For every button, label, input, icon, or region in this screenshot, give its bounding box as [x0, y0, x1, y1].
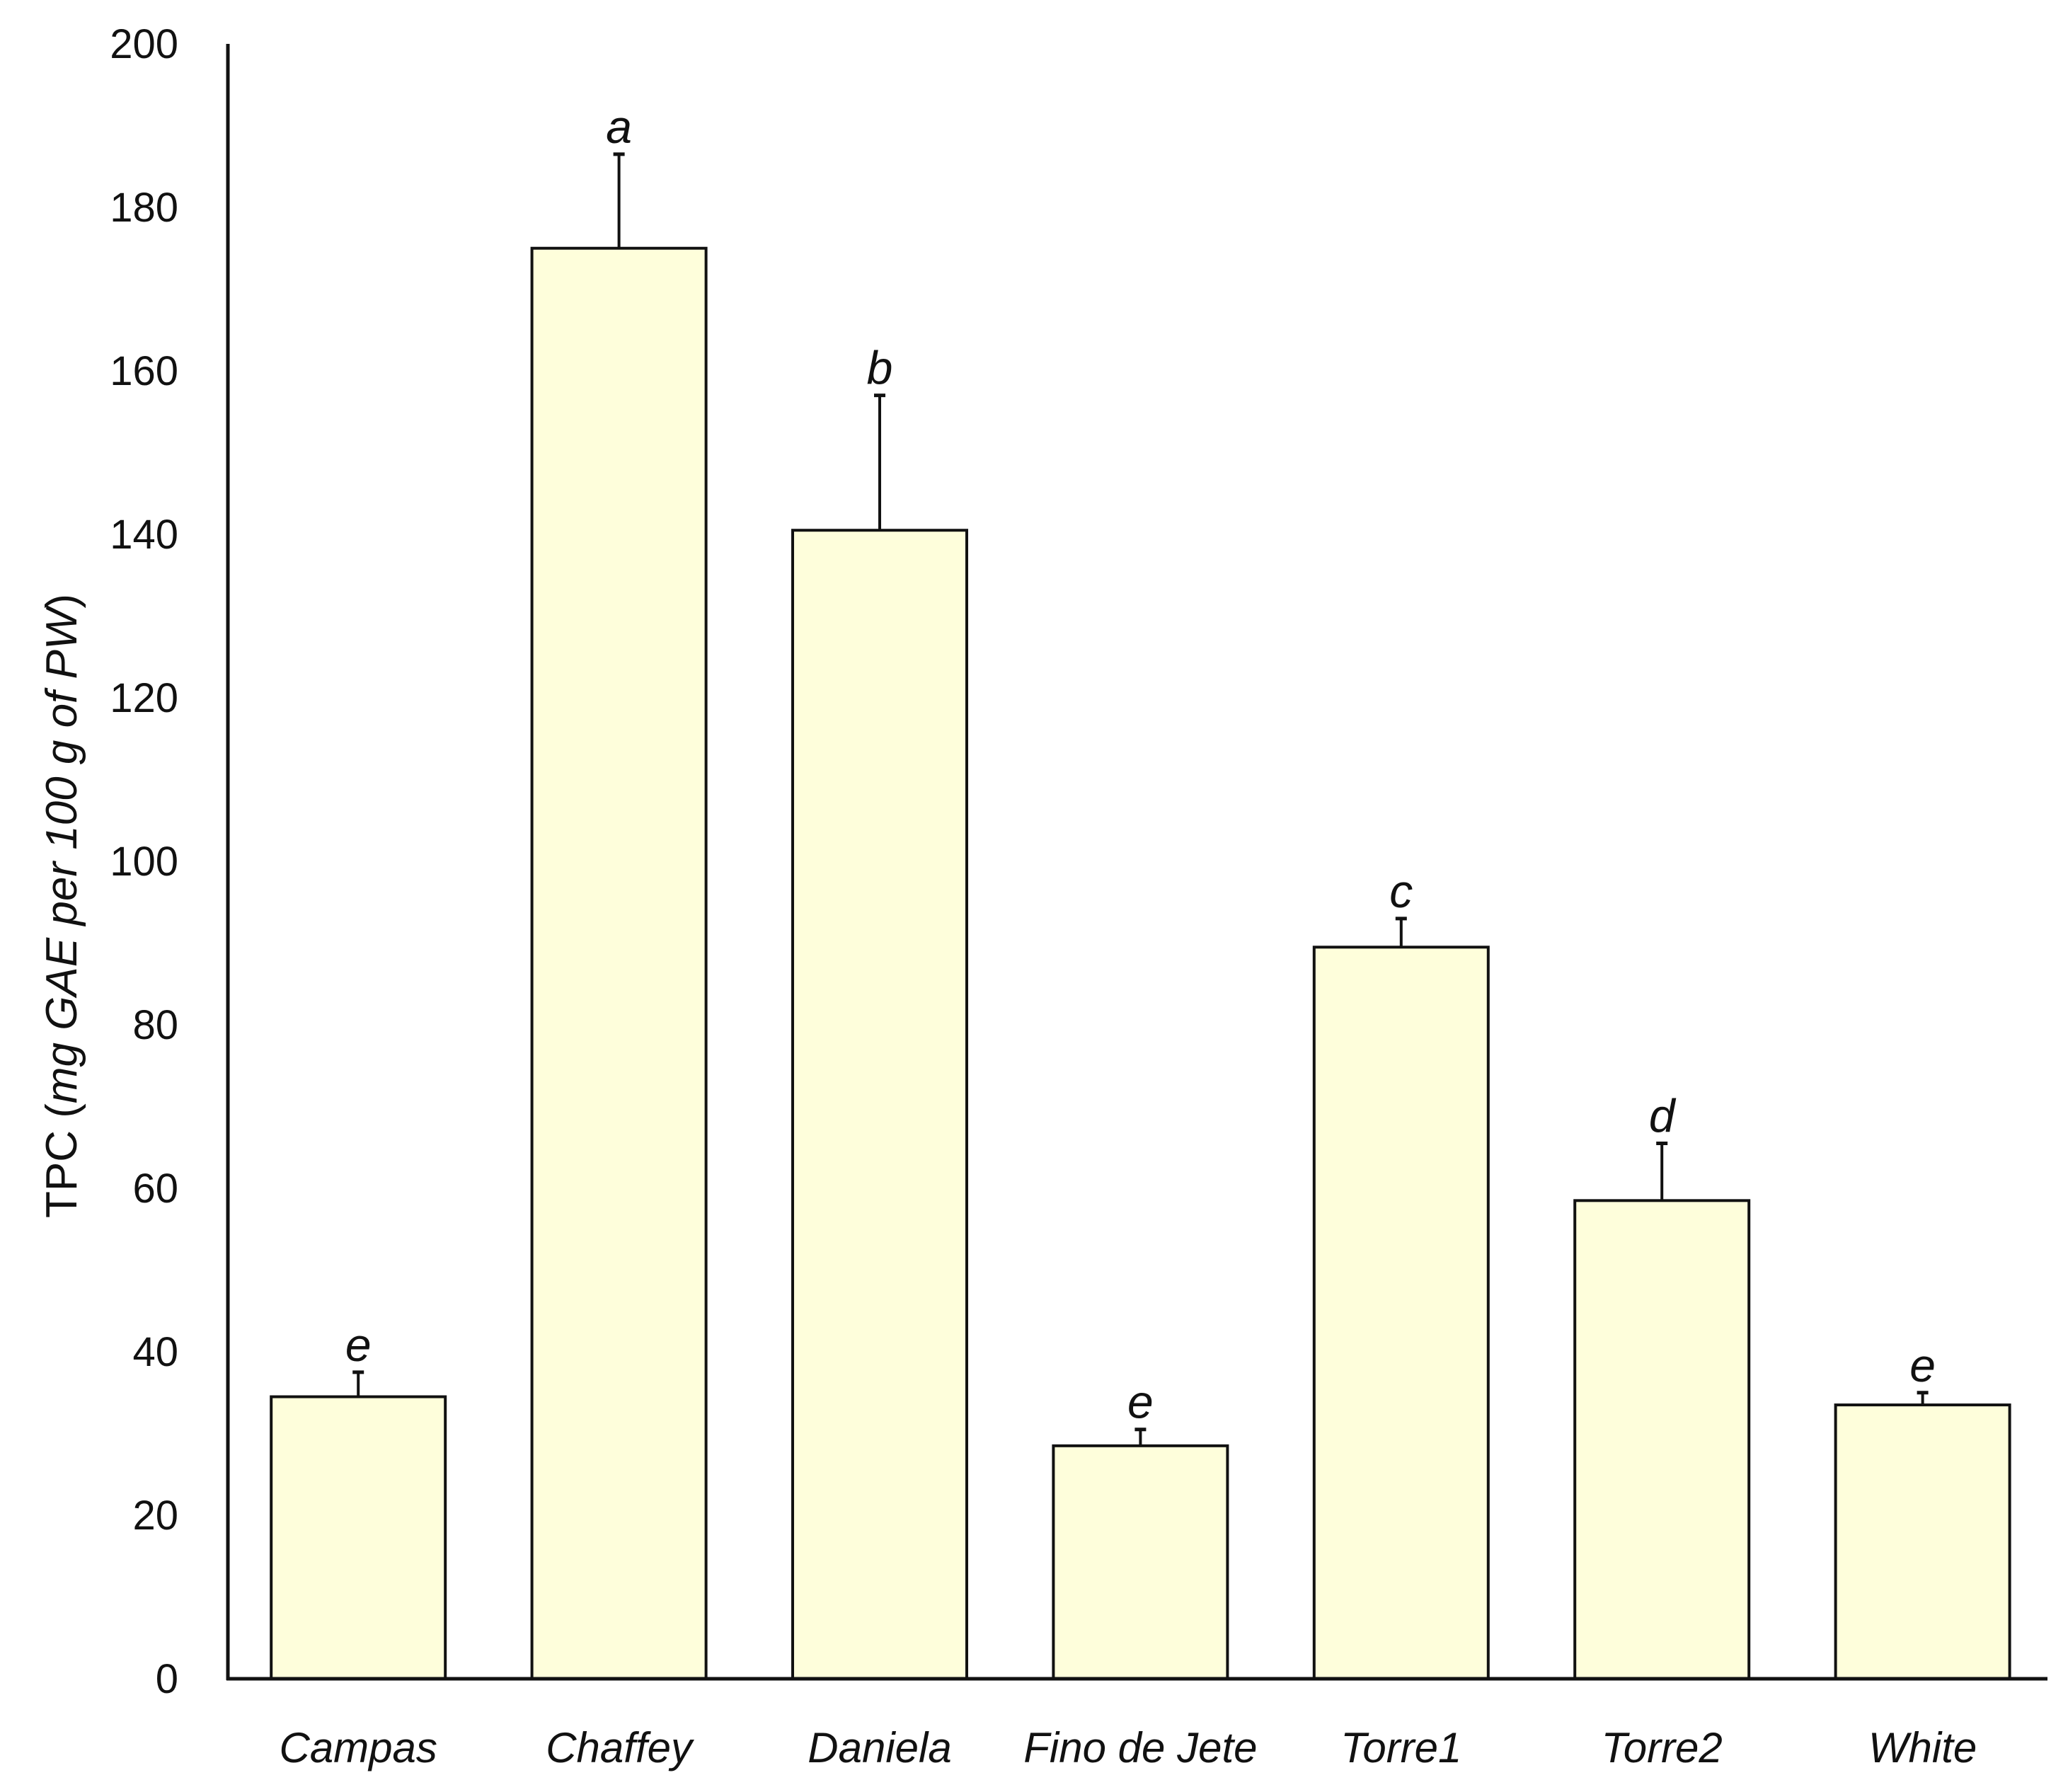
x-category-label: Daniela	[808, 1724, 951, 1771]
error-bar	[1656, 1141, 1668, 1201]
x-category-label: Torre1	[1340, 1724, 1461, 1771]
bar	[1573, 1199, 1751, 1680]
error-bar	[1395, 917, 1407, 948]
error-bar	[874, 394, 885, 531]
y-axis-title: TPC (mg GAE per 100 g of PW)	[38, 594, 86, 1218]
y-axis-title-suffix: )	[38, 594, 86, 609]
y-tick-label: 60	[132, 1166, 178, 1212]
bar	[1834, 1403, 2011, 1680]
significance-label: c	[1389, 865, 1413, 917]
significance-label: b	[867, 342, 893, 394]
x-category-label: White	[1868, 1724, 1977, 1771]
significance-labels-layer: e a b e c d e	[345, 100, 1936, 1428]
bars-layer	[270, 246, 2011, 1681]
y-tick-label: 100	[110, 839, 178, 885]
error-bars-layer	[352, 152, 1929, 1446]
bar	[530, 246, 708, 1680]
y-axis-title-unit: mg GAE per 100 g of PW	[38, 604, 86, 1103]
y-tick-label: 180	[110, 185, 178, 231]
bar	[1052, 1444, 1229, 1680]
category-labels-layer: Campas Chaffey Daniela Fino de Jete Torre1 To…	[279, 1724, 1977, 1771]
error-bar	[1134, 1428, 1147, 1446]
y-axis-title-prefix: TPC (	[38, 1103, 86, 1218]
bar	[1312, 946, 1490, 1680]
y-tick-label: 160	[110, 348, 178, 394]
error-bar	[1917, 1391, 1929, 1406]
significance-label: e	[345, 1319, 372, 1371]
y-tick-label: 120	[110, 675, 178, 721]
x-category-label: Fino de Jete	[1023, 1724, 1257, 1771]
significance-label: d	[1649, 1089, 1677, 1142]
y-tick-label: 20	[132, 1493, 178, 1539]
error-bar	[352, 1370, 364, 1397]
significance-label: e	[1909, 1339, 1936, 1391]
error-bar	[613, 152, 625, 248]
y-tick-label: 140	[110, 512, 178, 558]
y-tick-label: 0	[156, 1656, 178, 1702]
y-tick-label: 200	[110, 21, 178, 67]
bar	[791, 529, 968, 1680]
x-category-label: Chaffey	[546, 1724, 695, 1771]
y-ticks-layer: 0 20 40 60 80 100 120 140 160 180 200	[110, 21, 178, 1702]
x-category-label: Campas	[279, 1724, 437, 1771]
bar	[270, 1395, 447, 1681]
significance-label: e	[1127, 1376, 1154, 1428]
significance-label: a	[606, 100, 632, 153]
x-category-label: Torre2	[1602, 1724, 1723, 1771]
y-tick-label: 80	[132, 1002, 178, 1048]
y-tick-label: 40	[132, 1329, 178, 1375]
